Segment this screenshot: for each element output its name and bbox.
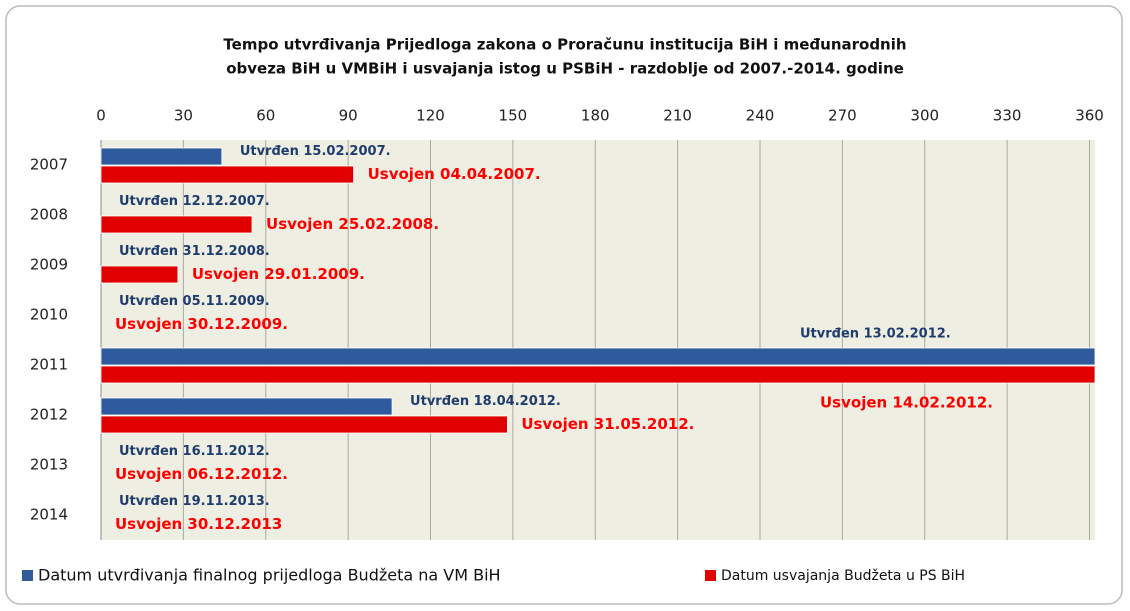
chart-title: obveza BiH u VMBiH i usvajanja istog u P… (226, 60, 904, 78)
chart-title: Tempo utvrđivanja Prijedloga zakona o Pr… (223, 36, 906, 54)
y-tick-label: 2009 (30, 256, 68, 274)
bar-label: Usvojen 06.12.2012. (115, 465, 288, 483)
bar-label: Usvojen 14.02.2012. (820, 394, 993, 412)
bar-label: Usvojen 29.01.2009. (192, 265, 365, 283)
x-tick-label: 30 (174, 107, 193, 125)
x-tick-label: 360 (1075, 107, 1104, 125)
bar-label: Utvrđen 16.11.2012. (119, 444, 270, 459)
bar-label: Utvrđen 12.12.2007. (119, 194, 270, 209)
bar (100, 165, 355, 184)
x-tick-label: 0 (96, 107, 106, 125)
bar-label: Usvojen 31.05.2012. (521, 415, 694, 433)
x-tick-label: 270 (828, 107, 857, 125)
bar-label: Utvrđen 19.11.2013. (119, 494, 270, 509)
bar (100, 215, 253, 234)
x-tick-label: 300 (910, 107, 939, 125)
bar (100, 147, 223, 166)
x-tick-label: 150 (499, 107, 528, 125)
bar-label: Utvrđen 05.11.2009. (119, 294, 270, 309)
x-tick-label: 330 (993, 107, 1022, 125)
bar-label: Usvojen 30.12.2009. (115, 315, 288, 333)
legend-swatch (705, 570, 716, 581)
bar (100, 415, 508, 434)
bar-label: Usvojen 04.04.2007. (368, 165, 541, 183)
bar-label: Utvrđen 31.12.2008. (119, 244, 270, 259)
y-tick-label: 2011 (30, 356, 68, 374)
bar-label: Utvrđen 15.02.2007. (240, 144, 391, 159)
bar-label: Utvrđen 18.04.2012. (410, 394, 561, 409)
y-tick-label: 2013 (30, 456, 68, 474)
bar-label: Usvojen 30.12.2013 (115, 515, 282, 533)
bar (100, 265, 179, 284)
bar (100, 397, 393, 416)
bar (100, 365, 1096, 384)
y-tick-label: 2012 (30, 406, 68, 424)
x-tick-label: 60 (256, 107, 275, 125)
x-tick-label: 240 (746, 107, 775, 125)
legend-label: Datum utvrđivanja finalnog prijedloga Bu… (38, 566, 501, 585)
bar-label: Usvojen 25.02.2008. (266, 215, 439, 233)
legend-label: Datum usvajanja Budžeta u PS BiH (721, 568, 965, 584)
y-tick-label: 2007 (30, 156, 68, 174)
y-tick-label: 2010 (30, 306, 68, 324)
y-tick-label: 2008 (30, 206, 68, 224)
bar (100, 347, 1096, 366)
legend-swatch (22, 570, 33, 581)
x-tick-label: 180 (581, 107, 610, 125)
x-tick-label: 210 (663, 107, 692, 125)
plot-area (101, 140, 1095, 540)
bar-label: Utvrđen 13.02.2012. (800, 327, 951, 342)
y-tick-label: 2014 (30, 506, 68, 524)
x-tick-label: 90 (339, 107, 358, 125)
x-tick-label: 120 (416, 107, 445, 125)
